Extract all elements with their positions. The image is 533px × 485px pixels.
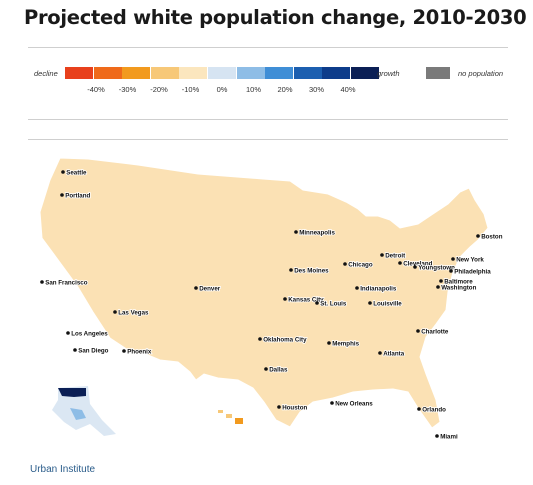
- city-marker: [343, 262, 347, 266]
- city-marker: [327, 341, 331, 345]
- city-marker: [113, 310, 117, 314]
- legend-tick: 20%: [277, 85, 293, 94]
- city-label: Kansas City: [288, 296, 324, 303]
- legend-swatch: [351, 67, 379, 79]
- city-label: Los Angeles: [71, 330, 108, 337]
- city-label: Des Moines: [294, 267, 329, 274]
- city-marker: [380, 253, 384, 257]
- city-labels: Seattle Portland San Francisco Las Vegas Los…: [40, 169, 504, 441]
- city-marker: [66, 331, 70, 335]
- legend-tick: -40%: [87, 85, 105, 94]
- alaska: [52, 386, 116, 436]
- legend-nopop-swatch: [426, 67, 450, 79]
- legend-swatch: [208, 67, 236, 79]
- legend-growth-label: growth: [377, 69, 400, 78]
- city-marker: [73, 348, 77, 352]
- city-marker: [413, 265, 417, 269]
- city-marker: [451, 257, 455, 261]
- city-label: Minneapolis: [299, 229, 335, 236]
- city-marker: [416, 329, 420, 333]
- city-label: New York: [456, 256, 484, 263]
- legend-tick: 10%: [245, 85, 262, 94]
- legend-swatch: [122, 67, 151, 79]
- legend-swatch: [65, 67, 93, 79]
- legend-swatch: [150, 67, 179, 79]
- city-marker: [436, 285, 440, 289]
- city-label: Denver: [199, 285, 221, 292]
- city-marker: [294, 230, 298, 234]
- city-label: Philadelphia: [454, 268, 491, 275]
- city-label: Youngstown: [418, 264, 455, 271]
- top-divider: [28, 47, 508, 48]
- hawaii: [218, 410, 243, 424]
- city-label: Boston: [481, 233, 503, 240]
- city-marker: [122, 349, 126, 353]
- city-label: Memphis: [332, 340, 359, 347]
- source-credit: Urban Institute: [30, 464, 96, 475]
- legend-tick: -30%: [118, 85, 137, 94]
- city-label: Houston: [282, 404, 307, 411]
- city-label: Charlotte: [421, 328, 449, 335]
- city-label: Louisville: [373, 300, 402, 307]
- city-marker: [258, 337, 262, 341]
- city-label: Washington: [441, 284, 476, 291]
- city-marker: [398, 261, 402, 265]
- legend-tick: 30%: [308, 85, 325, 94]
- mainland-us: [39, 157, 489, 429]
- legend-swatch: [236, 67, 265, 79]
- legend-tick: -20%: [150, 85, 168, 94]
- city-marker: [439, 279, 443, 283]
- city-marker: [315, 301, 319, 305]
- city-label: New Orleans: [335, 400, 373, 407]
- city-marker: [330, 401, 334, 405]
- city-label: Miami: [440, 433, 458, 440]
- legend-swatch: [293, 67, 322, 79]
- city-label: Chicago: [348, 261, 373, 268]
- city-label: Baltimore: [444, 278, 473, 285]
- city-label: Seattle: [66, 169, 87, 176]
- legend-swatch: [179, 67, 208, 79]
- city-marker: [283, 297, 287, 301]
- city-label: Portland: [65, 192, 90, 199]
- legend-decline-label: decline: [34, 69, 58, 78]
- city-marker: [264, 367, 268, 371]
- legend-tick: -10%: [181, 85, 200, 94]
- legend-swatch: [265, 67, 294, 79]
- city-label: Oklahoma City: [263, 336, 307, 343]
- legend-swatch: [93, 67, 122, 79]
- city-marker: [378, 351, 382, 355]
- city-label: St. Louis: [320, 300, 347, 307]
- city-marker: [194, 286, 198, 290]
- lower-divider: [28, 139, 508, 140]
- city-marker: [449, 269, 453, 273]
- city-label: San Diego: [78, 347, 108, 354]
- city-marker: [277, 405, 281, 409]
- city-marker: [61, 170, 65, 174]
- city-marker: [355, 286, 359, 290]
- city-marker: [368, 301, 372, 305]
- city-label: Indianapolis: [360, 285, 397, 292]
- legend-tick: 0%: [216, 85, 228, 94]
- city-label: Atlanta: [383, 350, 405, 357]
- city-label: San Francisco: [45, 279, 88, 286]
- legend-tick: 40%: [340, 85, 356, 94]
- city-marker: [476, 234, 480, 238]
- city-label: Orlando: [422, 406, 446, 413]
- city-label: Cleveland: [403, 260, 432, 267]
- mid-divider: [28, 119, 508, 120]
- page-title: Projected white population change, 2010-…: [24, 6, 527, 29]
- city-label: Phoenix: [127, 348, 152, 355]
- city-marker: [435, 434, 439, 438]
- city-label: Detroit: [385, 252, 405, 259]
- city-marker: [417, 407, 421, 411]
- city-marker: [40, 280, 44, 284]
- city-marker: [60, 193, 64, 197]
- us-county-map: Seattle Portland San Francisco Las Vegas Los…: [39, 157, 504, 441]
- legend-swatch: [322, 67, 351, 79]
- city-marker: [289, 268, 293, 272]
- city-label: Las Vegas: [118, 309, 149, 316]
- legend: decline growth no population -40% -30% -20…: [0, 64, 533, 98]
- city-label: Dallas: [269, 366, 288, 373]
- legend-nopop-label: no population: [458, 69, 504, 78]
